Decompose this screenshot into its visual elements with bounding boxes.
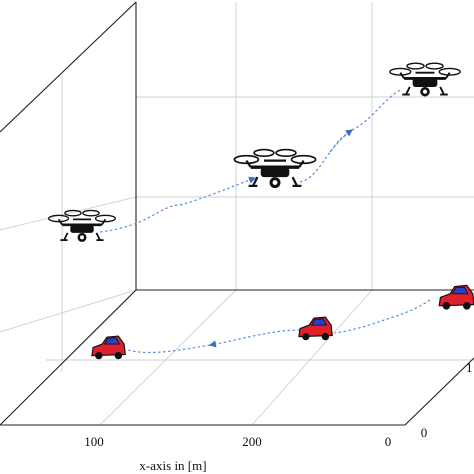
x-tick-label-100: 100: [84, 434, 104, 449]
drone-marker-end: [388, 61, 462, 98]
y-tick-label-0: 0: [421, 425, 428, 440]
floor-grid: [46, 289, 474, 426]
car-marker-end: [438, 284, 474, 311]
car-marker-middle: [298, 316, 333, 341]
drone-trajectory: [99, 89, 401, 233]
car-trajectory: [127, 299, 431, 354]
x-tick-label-0: 0: [385, 434, 392, 449]
drone-marker-middle: [232, 147, 318, 190]
back-wall-grid: [136, 2, 474, 290]
y-tick-label-1: 1: [466, 360, 473, 375]
car-marker-start: [91, 335, 126, 360]
x-tick-label-200: 200: [242, 434, 262, 449]
x-axis-label: x-axis in [m]: [139, 458, 206, 473]
axis-box: [0, 1, 474, 426]
drone-marker-start: [47, 209, 117, 244]
